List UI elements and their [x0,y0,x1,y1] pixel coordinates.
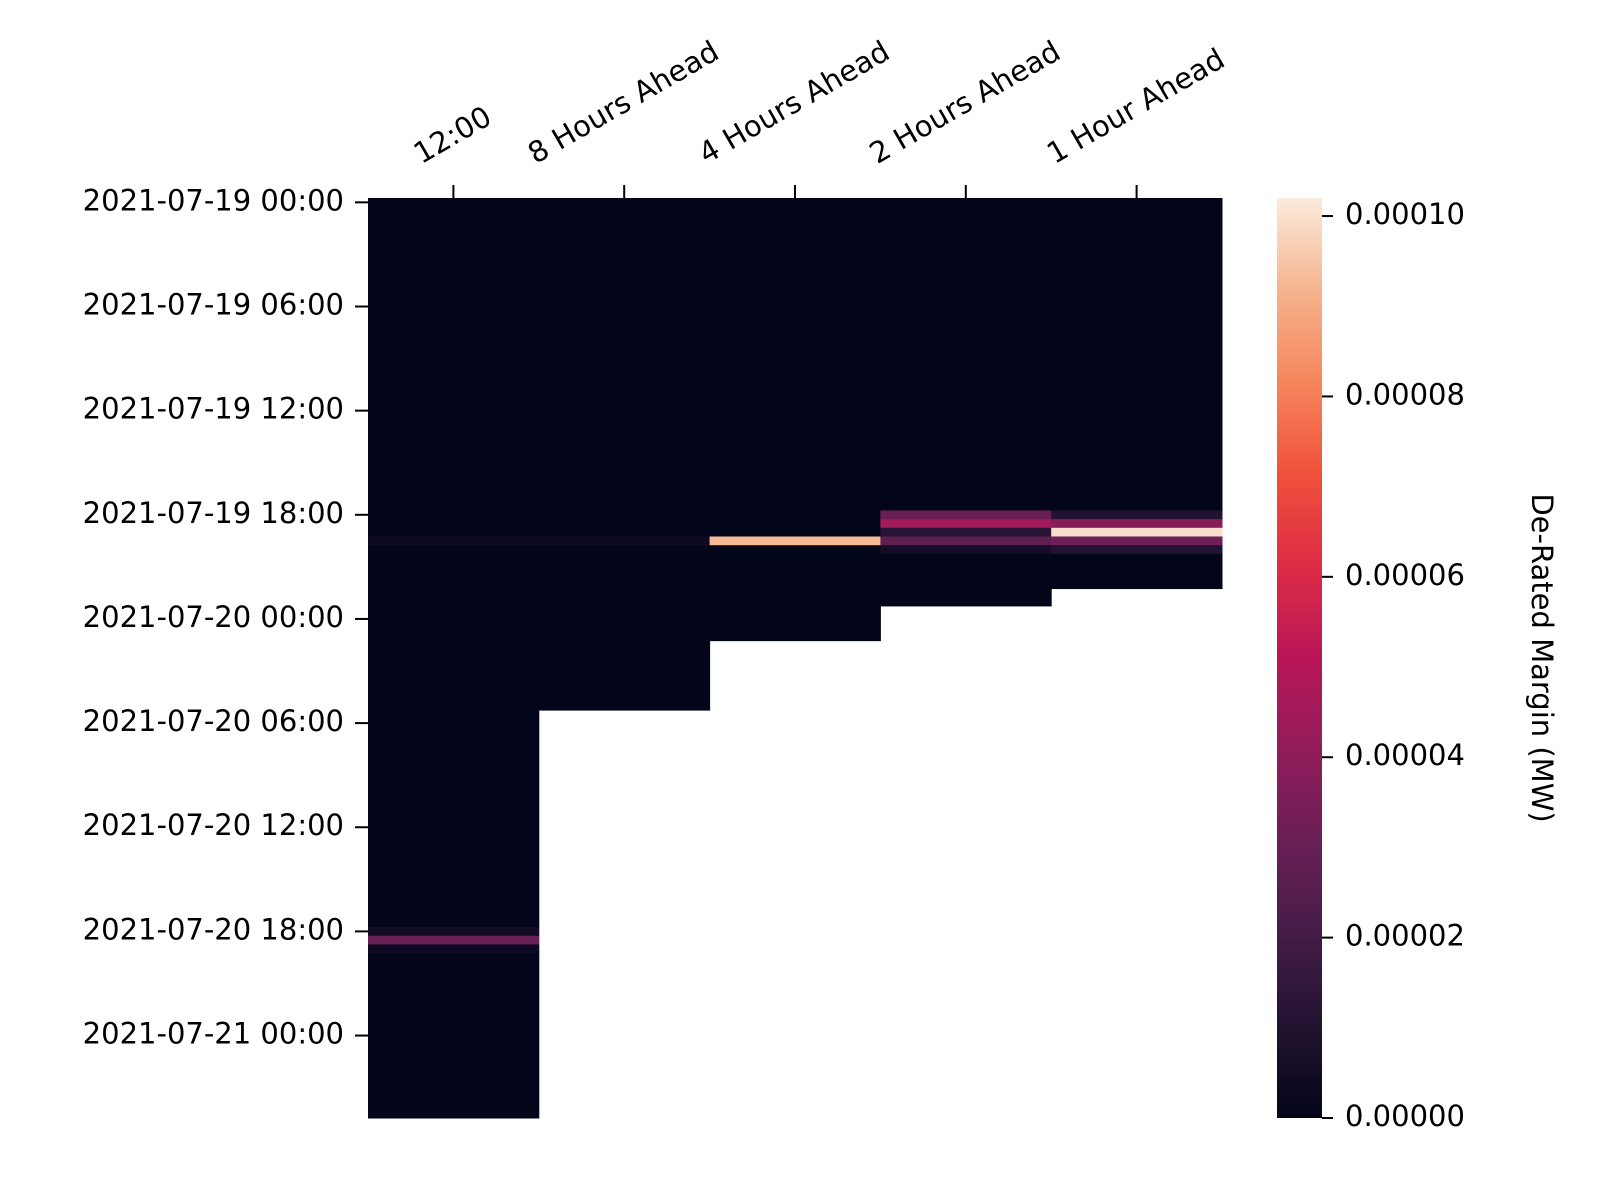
heatmap-cell [1051,553,1223,590]
colorbar-tick-label: 0.00004 [1345,738,1465,772]
y-tick-label: 2021-07-20 06:00 [83,704,344,738]
heatmap-cell [1051,536,1223,546]
heatmap-cell [368,545,540,928]
heatmap-cell [709,536,881,546]
colorbar-tick-label: 0.00000 [1345,1099,1465,1133]
y-tick-label: 2021-07-21 00:00 [83,1017,344,1051]
heatmap-cell [368,927,540,937]
colorbar-tick-label: 0.00006 [1345,558,1465,592]
x-tick-label: 4 Hours Ahead [693,34,895,170]
heatmap-cell [880,198,1052,511]
y-tick-label: 2021-07-20 12:00 [83,808,344,842]
heatmap-cell [1051,527,1223,537]
heatmap-cell [880,527,1052,537]
heatmap-cell [880,536,1052,546]
heatmap-cell [368,935,540,945]
y-tick-label: 2021-07-20 00:00 [83,600,344,634]
heatmap-cell [880,510,1052,520]
heatmap-cell [709,198,881,537]
heatmap-cell [1051,545,1223,555]
x-tick-label: 8 Hours Ahead [522,34,724,170]
heatmap-cell [538,198,711,537]
colorbar-label: De-Rated Margin (MW) [1525,493,1559,822]
y-tick-label: 2021-07-19 12:00 [83,392,344,426]
x-tick-label: 1 Hour Ahead [1041,41,1230,170]
heatmap-cell [709,545,881,642]
heatmap-cell [880,553,1052,607]
heatmap-cell [368,953,540,1119]
heatmap-cell [880,519,1052,529]
heatmap-cell [368,198,540,537]
y-tick-label: 2021-07-19 06:00 [83,287,344,321]
x-tick-label: 2 Hours Ahead [864,34,1066,170]
heatmap-cell [368,944,540,954]
colorbar-tick-label: 0.00008 [1345,377,1465,411]
heatmap-cell [538,545,711,711]
heatmap-cell [880,545,1052,555]
x-tick-label: 12:00 [408,99,497,170]
heatmap-cell [1051,519,1223,529]
heatmap-cell [368,536,540,546]
colorbar [1277,198,1322,1118]
colorbar-tick-label: 0.00002 [1345,919,1465,953]
y-tick-label: 2021-07-19 18:00 [83,496,344,530]
heatmap-cell [1051,198,1223,511]
heatmap-cell [538,536,711,546]
heatmap-cell [1051,510,1223,520]
y-tick-label: 2021-07-19 00:00 [83,183,344,217]
y-tick-label: 2021-07-20 18:00 [83,912,344,946]
colorbar-tick-label: 0.00010 [1345,197,1465,231]
